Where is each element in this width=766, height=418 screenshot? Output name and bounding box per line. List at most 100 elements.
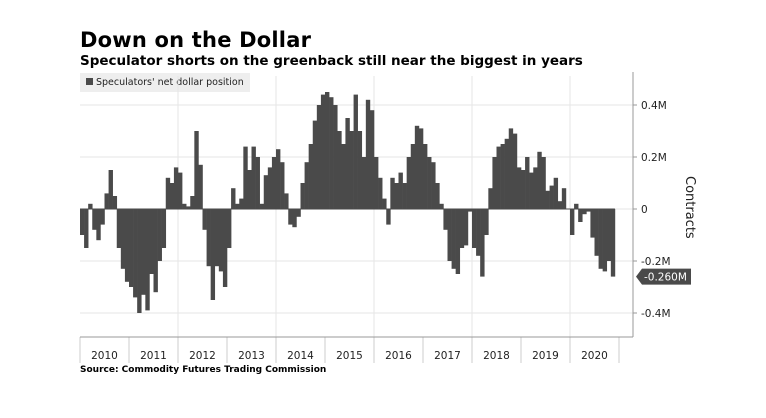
data-bar xyxy=(496,146,501,209)
data-bar xyxy=(374,157,379,209)
data-bar xyxy=(263,175,269,209)
data-bar xyxy=(447,209,452,261)
data-bar xyxy=(610,209,616,277)
data-bar xyxy=(206,209,211,267)
x-tick-label: 2010 xyxy=(91,350,118,362)
data-bar xyxy=(406,157,412,209)
y-tick-label: -0.2M xyxy=(641,256,671,268)
data-bar xyxy=(382,198,387,209)
data-bar xyxy=(92,209,97,230)
data-bar xyxy=(239,198,244,209)
data-bar xyxy=(255,157,260,209)
data-bar xyxy=(488,188,493,209)
data-bar xyxy=(508,128,514,209)
data-bar xyxy=(561,188,567,209)
data-bar xyxy=(602,209,608,272)
y-tick-label: 0.4M xyxy=(641,100,667,112)
legend-swatch xyxy=(86,78,93,85)
data-bar xyxy=(394,183,399,209)
data-bar xyxy=(341,144,346,209)
data-bar xyxy=(157,209,162,261)
y-tick-label: -0.4M xyxy=(641,308,671,320)
data-bar xyxy=(443,209,448,230)
data-bar xyxy=(549,185,554,209)
data-bar xyxy=(129,209,134,287)
data-bar xyxy=(259,203,265,209)
x-tick-label: 2017 xyxy=(434,350,461,362)
data-bar xyxy=(353,94,358,209)
data-bar xyxy=(235,203,240,209)
data-bar xyxy=(80,209,85,235)
data-bar xyxy=(378,177,383,209)
data-bar xyxy=(178,172,183,209)
data-bar xyxy=(365,99,371,209)
y-axis-title: Contracts xyxy=(682,176,697,239)
data-bar xyxy=(541,157,546,209)
legend: Speculators' net dollar position xyxy=(80,73,250,92)
data-bar xyxy=(570,209,575,235)
data-bar xyxy=(492,157,497,209)
data-bar xyxy=(243,146,248,209)
data-bar xyxy=(149,209,154,274)
data-bar xyxy=(153,209,158,293)
data-bar xyxy=(292,209,297,228)
data-bar xyxy=(284,193,289,209)
legend-label: Speculators' net dollar position xyxy=(96,77,244,88)
x-tick-label: 2018 xyxy=(483,350,510,362)
data-bar xyxy=(231,188,236,209)
data-bar xyxy=(586,209,591,212)
data-bar xyxy=(414,125,420,209)
data-bar xyxy=(594,209,599,256)
data-bar xyxy=(521,170,526,209)
data-bar xyxy=(590,209,595,238)
data-bar xyxy=(194,131,199,209)
data-bar xyxy=(222,209,228,287)
y-tick-label: 0.2M xyxy=(641,152,667,164)
data-bar xyxy=(141,209,146,295)
x-tick-label: 2015 xyxy=(336,350,363,362)
data-bar xyxy=(271,157,277,209)
data-bar xyxy=(598,209,603,269)
data-bar xyxy=(276,149,281,209)
data-bar xyxy=(112,196,118,209)
data-bar xyxy=(500,144,505,209)
data-bar xyxy=(173,167,179,209)
data-bar xyxy=(435,183,440,209)
data-bar xyxy=(161,209,167,248)
data-bar xyxy=(578,209,583,222)
data-bar xyxy=(247,170,252,209)
data-bar xyxy=(218,209,224,272)
data-bar xyxy=(480,209,485,277)
x-tick-label: 2011 xyxy=(140,350,167,362)
data-bar xyxy=(525,157,530,209)
data-bar xyxy=(386,209,391,225)
data-bar xyxy=(574,203,579,209)
data-bar xyxy=(361,157,367,209)
data-bar xyxy=(476,209,481,256)
data-bar xyxy=(104,193,109,209)
data-bar xyxy=(308,144,314,209)
data-bar xyxy=(512,133,518,209)
data-bar xyxy=(398,172,403,209)
data-bar xyxy=(88,203,93,209)
x-tick-label: 2016 xyxy=(385,350,412,362)
data-bar xyxy=(300,183,305,209)
data-bar xyxy=(198,164,203,209)
data-bar xyxy=(455,209,461,274)
data-bar xyxy=(320,94,326,209)
data-bar xyxy=(182,203,187,209)
data-bar xyxy=(288,209,293,225)
last-value-callout: -0.260M xyxy=(636,268,691,285)
data-bar xyxy=(304,162,309,209)
data-bar xyxy=(124,209,130,282)
data-bar xyxy=(267,167,273,209)
data-bar xyxy=(280,162,285,209)
data-bar xyxy=(533,167,538,209)
data-bar xyxy=(410,144,416,209)
data-bar xyxy=(427,157,432,209)
data-bar xyxy=(145,209,150,311)
data-bar xyxy=(463,209,469,246)
data-bar xyxy=(202,209,207,230)
data-bar xyxy=(120,209,126,269)
